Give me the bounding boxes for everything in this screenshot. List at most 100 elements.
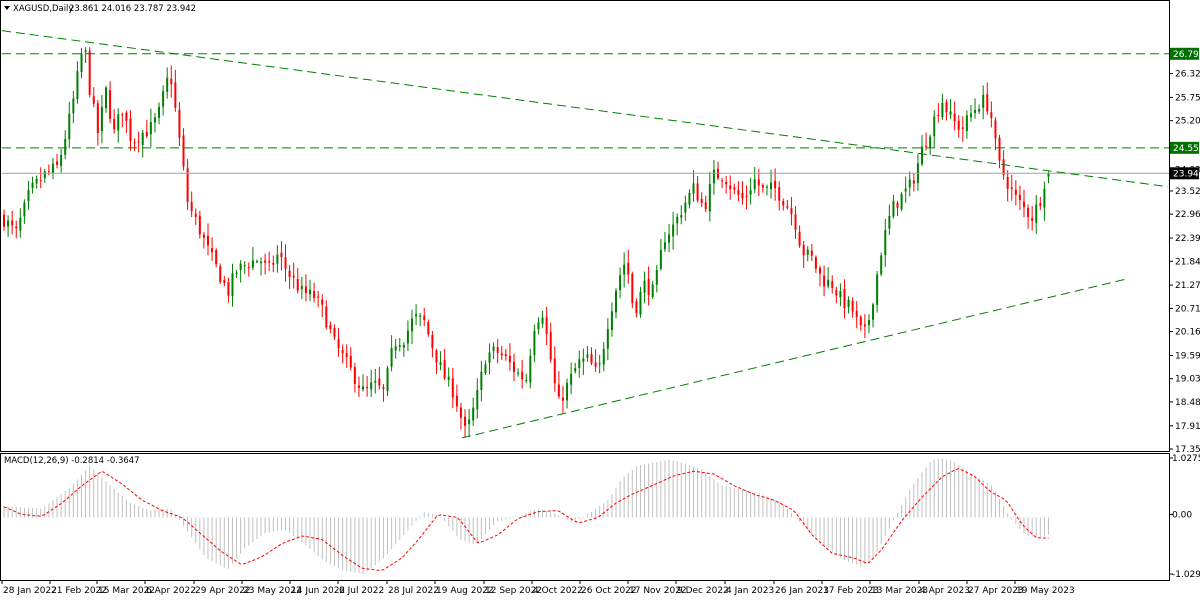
candle (647, 266, 650, 306)
candle-body (451, 378, 454, 398)
candle-body (35, 178, 38, 184)
candle-body (643, 280, 646, 293)
candle-body (561, 397, 564, 401)
candle-body (137, 141, 140, 143)
candle-body (627, 262, 630, 275)
candle (517, 368, 520, 377)
candle (794, 206, 797, 239)
support-trendline[interactable] (461, 278, 1128, 439)
candle-body (802, 244, 805, 256)
candle-body (721, 180, 724, 182)
candle-body (880, 255, 883, 275)
ohlc-label: 23.861 24.016 23.787 23.942 (69, 4, 196, 14)
candle (663, 231, 666, 253)
candle-body (659, 249, 662, 269)
candle-body (757, 179, 760, 186)
candle (790, 197, 793, 226)
candle-body (455, 395, 458, 407)
price-tick-label: 22.965 (1175, 210, 1200, 220)
candle (819, 265, 821, 287)
candle-body (31, 182, 34, 189)
time-tick-label: 21 Feb 2022 (51, 586, 107, 596)
candle-body (215, 250, 218, 265)
candle (867, 314, 870, 334)
candle (823, 265, 826, 297)
macd-tick-label: -1.0294 (1172, 570, 1200, 580)
candle-body (284, 257, 287, 269)
candle (994, 117, 997, 151)
candle-body (998, 137, 1001, 161)
candle-body (349, 355, 352, 368)
candle (321, 294, 324, 318)
candle-body (296, 278, 299, 291)
candle (304, 274, 307, 302)
price-tick-label: 21.270 (1175, 281, 1200, 291)
candle (986, 82, 989, 115)
candle-body (859, 316, 862, 326)
candle (851, 297, 854, 318)
candle (737, 181, 740, 202)
candle-body (84, 50, 87, 52)
candle-body (419, 315, 422, 317)
price-tick-label: 20.160 (1175, 328, 1200, 338)
candle (488, 343, 491, 375)
candle (798, 225, 801, 248)
resistance-trendline[interactable] (1, 30, 1169, 188)
macd-signal (3, 468, 1049, 571)
candle (411, 309, 413, 345)
candle-body (774, 180, 777, 189)
candle (627, 249, 630, 284)
candle-body (423, 315, 426, 321)
candle-body (366, 386, 369, 388)
candle-body (668, 234, 671, 243)
candle (121, 112, 124, 128)
candle-body (105, 87, 107, 109)
candle-body (700, 198, 703, 204)
candle-body (619, 275, 622, 291)
candle (492, 342, 495, 360)
candle (468, 408, 471, 438)
candle-body (696, 183, 699, 201)
candle (541, 310, 544, 328)
candle-body (884, 229, 887, 256)
candle (590, 347, 593, 366)
candle (961, 116, 964, 142)
candle (64, 130, 67, 160)
candle-body (406, 330, 409, 344)
candle-body (459, 407, 462, 418)
candle-body (863, 324, 866, 327)
candle (366, 376, 369, 397)
candle-body (770, 182, 773, 190)
candle-body (411, 318, 413, 332)
candle-body (725, 181, 728, 185)
candle (370, 369, 373, 397)
candle-body (843, 288, 846, 309)
candle-body (969, 113, 972, 118)
candle (896, 200, 899, 217)
candle (892, 194, 895, 219)
candle-body (570, 373, 573, 385)
candle (288, 265, 291, 289)
candle-body (304, 286, 307, 294)
price-tick-label: 20.715 (1175, 304, 1200, 314)
candle (325, 300, 328, 330)
candle (810, 243, 813, 261)
candle-body (508, 355, 511, 363)
candle-body (247, 267, 250, 269)
candle-body (19, 217, 22, 231)
candle (888, 204, 891, 235)
candle-body (313, 291, 316, 299)
price-tick-label: 26.325 (1175, 70, 1200, 80)
candle (998, 134, 1001, 169)
candle-body (386, 368, 389, 392)
dropdown-icon[interactable] (4, 6, 10, 10)
time-tick-label: 14 Jun 2022 (291, 586, 345, 596)
candle-body (480, 371, 483, 391)
candle (594, 349, 597, 372)
candle (806, 246, 809, 262)
candle-body (439, 361, 442, 365)
candle-body (896, 202, 899, 208)
candle-body (513, 361, 515, 372)
